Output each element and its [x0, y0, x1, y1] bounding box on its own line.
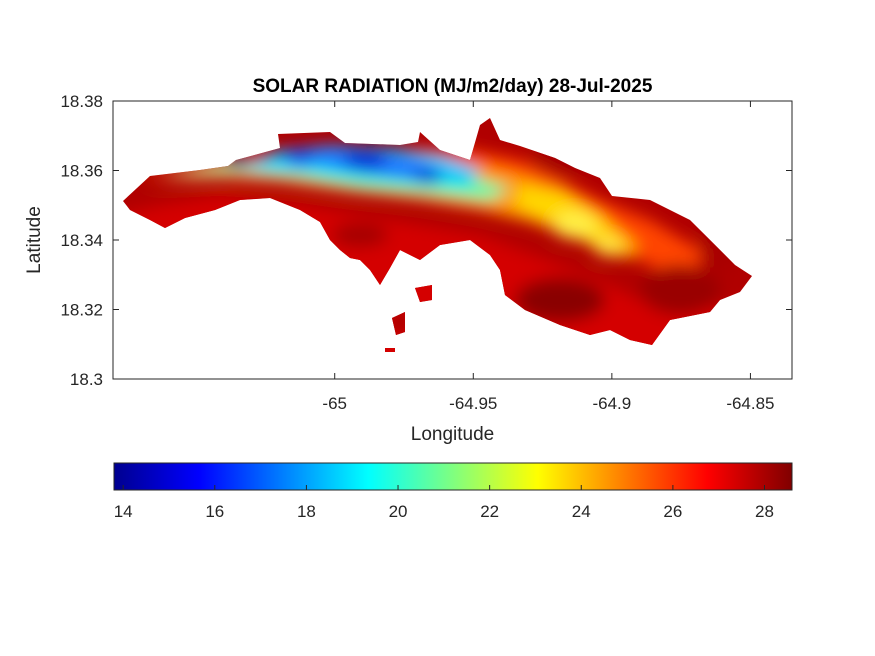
- x-axis-label: Longitude: [411, 424, 494, 445]
- colorbar-tick-label: 20: [389, 502, 408, 521]
- colorbar-tick-label: 28: [755, 502, 774, 521]
- colorbar-tick-label: 26: [663, 502, 682, 521]
- x-tick-label: -64.9: [592, 394, 631, 413]
- colorbar: [113, 462, 793, 491]
- y-axis-label: Latitude: [24, 206, 45, 274]
- y-tick-label: 18.3: [70, 370, 103, 389]
- y-tick-label: 18.34: [60, 231, 103, 250]
- x-tick-label: -64.85: [726, 394, 774, 413]
- colorbar-tick-label: 22: [480, 502, 499, 521]
- colorbar-tick-label: 16: [205, 502, 224, 521]
- y-tick-label: 18.32: [60, 301, 103, 320]
- colorbar-tick-label: 14: [114, 502, 133, 521]
- colorbar-tick-label: 18: [297, 502, 316, 521]
- x-tick-label: -65: [322, 394, 347, 413]
- colorbar-tick-label: 24: [572, 502, 591, 521]
- x-axis-ticks: -65 -64.95 -64.9 -64.85: [322, 101, 775, 413]
- y-tick-label: 18.38: [60, 92, 103, 111]
- colorbar-ticks: 14 16 18 20 22 24 26 28: [114, 485, 774, 521]
- x-tick-label: -64.95: [449, 394, 497, 413]
- chart-title: SOLAR RADIATION (MJ/m2/day) 28-Jul-2025: [253, 76, 653, 97]
- y-axis-ticks: 18.3 18.32 18.34 18.36 18.38: [60, 92, 792, 389]
- y-tick-label: 18.36: [60, 162, 103, 181]
